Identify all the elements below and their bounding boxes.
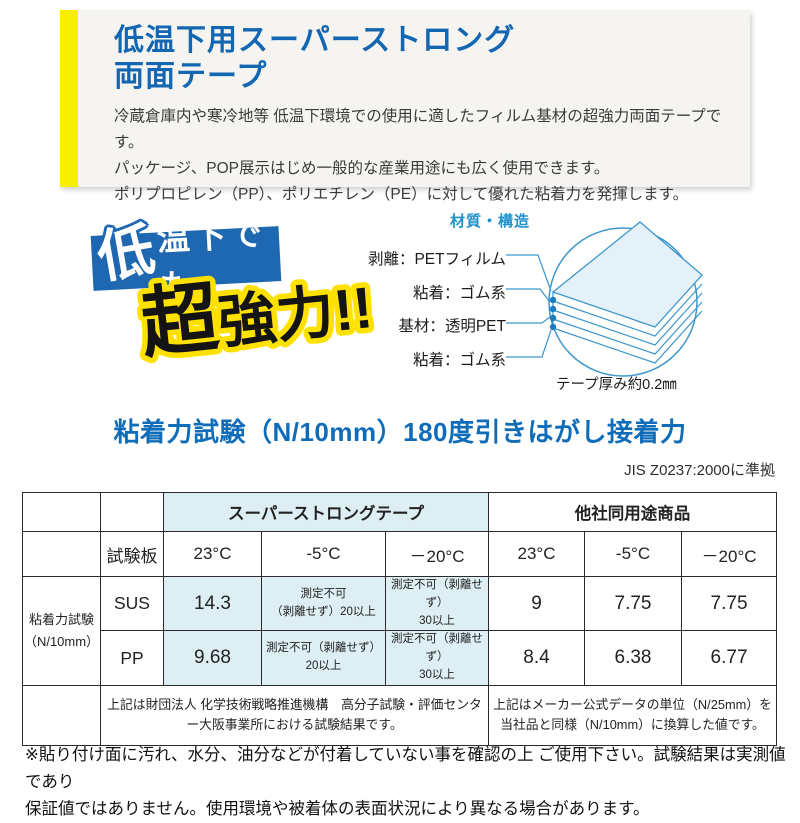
tape-thickness-note: テープ厚み約0.2㎜ [556, 377, 677, 393]
yellow-accent-bar [60, 10, 78, 187]
layer-marker-dots [549, 296, 557, 331]
value-cell: 測定不可（剥離せず） 20以上 [261, 630, 386, 686]
note-cell-own-product: 上記は財団法人 化学技術戦略推進機構 高分子試験・評価センター大阪事業所における… [99, 684, 490, 746]
temp-header-cell: －20°C [384, 531, 490, 577]
page-title-line2: 両面テープ [114, 60, 268, 93]
structure-label-base: 基材：透明PET [398, 318, 506, 335]
temp-header-cell: －20°C [681, 531, 778, 577]
structure-label-adhesive-top: 粘着：ゴム系 [412, 285, 506, 302]
header-panel: 低温下用スーパーストロング 両面テープ 冷蔵倉庫内や寒冷地等 低温下環境での使用… [60, 10, 750, 203]
group-header-competitor: 他社同用途商品 [488, 492, 778, 532]
footnote-line: ※貼り付け面に汚れ、水分、油分などが付着していない事を確認の上 ご使用下さい。試… [25, 746, 786, 791]
test-section-heading: 粘着力試験（N/10mm）180度引きはがし接着力 [113, 417, 687, 447]
label-connector-lines [506, 254, 552, 358]
product-description: 冷蔵倉庫内や寒冷地等 低温下環境での使用に適したフィルム基材の超強力両面テープで… [114, 104, 750, 208]
structure-label-adhesive-bottom: 粘着：ゴム系 [412, 352, 506, 369]
value-cell: 9 [488, 575, 586, 632]
usage-footnote: ※貼り付け面に汚れ、水分、油分などが付着していない事を確認の上 ご使用下さい。試… [25, 742, 787, 823]
value-cell: 7.75 [584, 575, 683, 632]
structure-label-release: 剥離：PETフィルム [367, 251, 506, 268]
row-group-label-line2: （N/10mm） [23, 633, 100, 649]
value-cell: 9.68 [163, 630, 262, 686]
plate-cell-pp: PP [100, 630, 164, 686]
jis-standard-note: JIS Z0237:2000に準拠 [624, 462, 775, 479]
footnote-line: 保証値ではありません。使用環境や被着体の表面状況により異なる場合があります。 [25, 800, 650, 818]
value-cell: 7.75 [681, 575, 778, 632]
plate-column-header: 試験板 [100, 531, 164, 577]
plate-cell-sus: SUS [100, 575, 164, 632]
note-cell-competitor: 上記はメーカー公式データの単位（N/25mm）を当社品と同様（N/10mm）に換… [488, 684, 778, 746]
header-content: 低温下用スーパーストロング 両面テープ 冷蔵倉庫内や寒冷地等 低温下環境での使用… [78, 10, 750, 203]
value-cell: 6.77 [681, 630, 778, 686]
value-cell: 測定不可（剥離せず） 30以上 [384, 630, 490, 686]
temp-header-cell: -5°C [261, 531, 386, 577]
tape-structure-diagram [506, 221, 703, 377]
value-cell: 14.3 [163, 575, 262, 632]
tape-top-layer [551, 221, 703, 328]
value-cell: 測定不可（剥離せず） 30以上 [384, 575, 490, 632]
empty-corner-cell [22, 492, 101, 532]
page-title: 低温下用スーパーストロング 両面テープ [114, 23, 750, 95]
adhesion-results-table: スーパーストロングテープ 他社同用途商品 試験板 23°C -5°C －20°C… [22, 492, 778, 746]
temp-header-cell: -5°C [584, 531, 683, 577]
value-cell: 測定不可 （剥離せず）20以上 [261, 575, 386, 632]
group-header-own-product: スーパーストロングテープ [162, 492, 490, 532]
badge-strong-big-char: 超 [137, 274, 224, 368]
empty-cell [22, 684, 101, 746]
temp-header-cell: 23°C [488, 531, 586, 577]
value-cell: 6.38 [584, 630, 683, 686]
description-line: 冷蔵倉庫内や寒冷地等 低温下環境での使用に適したフィルム基材の超強力両面テープで… [114, 108, 722, 151]
temp-header-cell: 23°C [163, 531, 262, 577]
empty-cell [22, 531, 101, 577]
value-cell: 8.4 [488, 630, 586, 686]
page-title-line1: 低温下用スーパーストロング [114, 24, 516, 57]
description-line: ポリプロピレン（PP）、ポリエチレン（PE）に対して優れた粘着力を発揮します。 [114, 186, 689, 203]
tape-lower-layers [552, 283, 703, 364]
promo-badge-bottom: 超強力!! [131, 269, 381, 374]
structure-heading: 材質・構造 [450, 213, 531, 230]
row-group-label-line1: 粘着力試験 [28, 611, 94, 627]
row-group-label: 粘着力試験 （N/10mm） [22, 576, 101, 686]
empty-corner-cell [100, 492, 164, 532]
description-line: パッケージ、POP展示はじめ一般的な産業用途にも広く使用できます。 [114, 160, 610, 177]
